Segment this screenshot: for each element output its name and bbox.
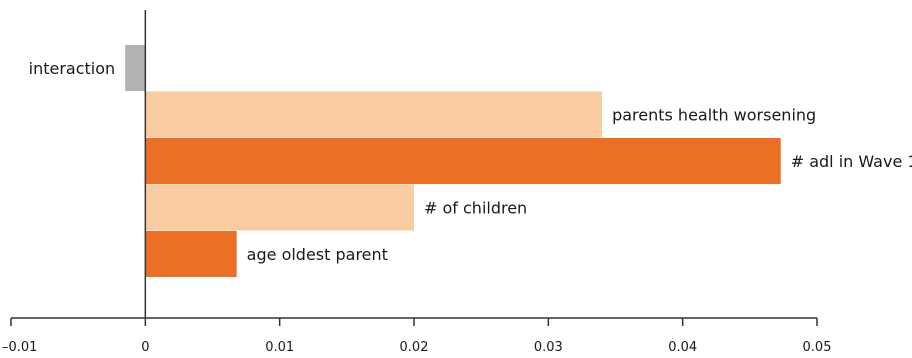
bar-1 (145, 91, 603, 138)
x-tick-label-0: –0.01 (2, 340, 37, 355)
bar-label-2: # adl in Wave 1 (791, 152, 912, 171)
bar-label-0: interaction (29, 59, 116, 78)
bar-labels: interaction parents health worsening # adl… (29, 59, 912, 264)
x-tick-label-2: 0.01 (265, 340, 294, 355)
bar-label-3: # of children (424, 199, 527, 218)
bar-label-4: age oldest parent (247, 245, 388, 264)
bar-2 (145, 138, 781, 184)
bar-0 (125, 45, 146, 91)
x-tick-label-4: 0.03 (534, 340, 563, 355)
x-tick-label-1: 0 (141, 340, 149, 355)
x-axis-ticks: –0.01 0 0.01 0.02 0.03 0.04 0.05 (2, 318, 831, 355)
x-tick-label-6: 0.05 (803, 340, 832, 355)
bar-label-1: parents health worsening (612, 106, 816, 125)
x-tick-label-5: 0.04 (668, 340, 697, 355)
bar-3 (145, 184, 415, 231)
bar-4 (145, 231, 237, 277)
x-tick-label-3: 0.02 (400, 340, 429, 355)
bars-layer (125, 45, 781, 277)
